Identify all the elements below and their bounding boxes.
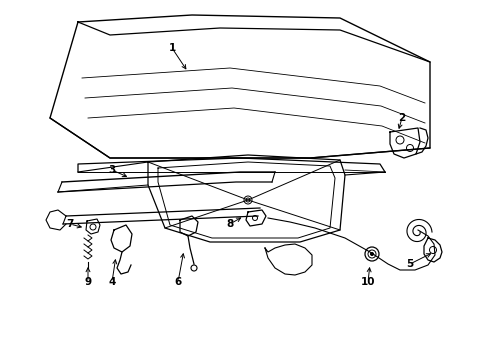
Text: 6: 6 [174,277,181,287]
Text: 10: 10 [360,277,374,287]
Text: 4: 4 [108,277,116,287]
Text: 3: 3 [108,165,115,175]
Text: 5: 5 [406,259,413,269]
Text: 2: 2 [398,113,405,123]
Text: 8: 8 [226,219,233,229]
Text: 9: 9 [84,277,91,287]
Text: 7: 7 [66,219,74,229]
Text: 1: 1 [168,43,175,53]
Circle shape [370,252,373,256]
